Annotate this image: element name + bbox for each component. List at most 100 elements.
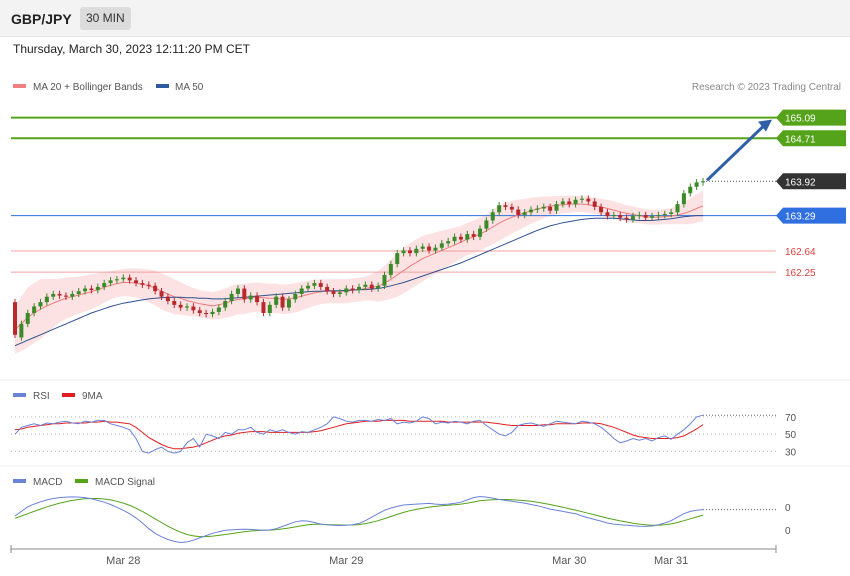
level-tag-163.92: [776, 173, 846, 190]
legend-swatch-macd-signal: [75, 479, 88, 483]
candle-body: [586, 198, 591, 202]
legend-swatch-ma20: [13, 84, 26, 88]
forecast-arrow-head: [758, 119, 772, 132]
candle-body: [178, 304, 183, 308]
rsi-tick-label: 50: [785, 430, 797, 441]
candle-body: [83, 288, 88, 292]
candle-body: [89, 288, 94, 291]
candle-body: [242, 288, 247, 300]
candle-body: [337, 292, 342, 294]
candle-body: [293, 293, 298, 300]
candle-body: [25, 313, 30, 324]
level-label-162.25: 162.25: [785, 268, 816, 279]
x-tick-label: Mar 28: [106, 555, 140, 567]
candle-body: [140, 283, 145, 285]
rsi-tick-label: 30: [785, 447, 797, 458]
candle-body: [185, 306, 189, 308]
candle-body: [197, 310, 202, 314]
candle-body: [446, 241, 451, 244]
rsi-panel: 70 50 30: [11, 413, 797, 458]
candle-body: [146, 284, 151, 286]
rsi-tick-label: 70: [785, 413, 797, 424]
level-tag-165.09: [776, 109, 846, 126]
candle-body: [656, 215, 661, 217]
ma20-line: [14, 203, 704, 330]
candle-body: [286, 299, 291, 308]
candle-body: [630, 216, 635, 220]
candle-body: [312, 283, 317, 286]
candle-body: [280, 296, 285, 308]
level-tag-163.29: [776, 207, 846, 224]
level-tag-164.71: [776, 130, 846, 147]
candle-body: [452, 236, 457, 242]
candle-body: [433, 247, 438, 251]
candle-body: [427, 246, 432, 251]
credit-text: Research © 2023 Trading Central: [692, 82, 841, 93]
symbol-title: GBP/JPY: [11, 11, 72, 27]
candle-body: [579, 198, 584, 200]
candle-body: [165, 296, 170, 302]
candle-body: [414, 248, 419, 254]
candle-body: [38, 302, 43, 307]
candle-body: [57, 293, 62, 296]
candle-body: [261, 302, 266, 314]
candle-body: [529, 209, 533, 213]
candle-body: [369, 284, 374, 289]
candle-body: [127, 277, 132, 281]
macd-tick-label: 0: [785, 503, 791, 514]
candle-body: [108, 280, 113, 284]
price-panel: 165.09 164.71 163.92 163.29 162.64 162.25: [11, 109, 846, 354]
candle-body: [599, 206, 604, 213]
candle-body: [76, 291, 81, 294]
candle-body: [535, 208, 540, 210]
candle-body: [554, 204, 559, 211]
candle-body: [216, 307, 221, 312]
candle-body: [159, 291, 164, 297]
candle-body: [306, 285, 311, 289]
candle-body: [121, 277, 126, 280]
candle-body: [13, 302, 17, 335]
candle-body: [70, 293, 75, 297]
candle-body: [401, 250, 406, 254]
macd-legend: MACD MACD Signal: [13, 477, 155, 488]
legend-label-ma50: MA 50: [175, 82, 204, 93]
candle-body: [465, 234, 470, 240]
timeframe-button[interactable]: 30 MIN: [80, 7, 131, 30]
candle-body: [382, 274, 387, 286]
candle-body: [618, 215, 623, 218]
candle-body: [439, 243, 444, 248]
candle-body: [102, 283, 107, 287]
candle-body: [153, 285, 158, 292]
legend-swatch-ma50: [156, 84, 169, 88]
candle-body: [357, 286, 361, 291]
candle-body: [605, 212, 610, 217]
forecast-arrow: [705, 124, 766, 182]
candle-body: [509, 206, 514, 210]
candle-body: [395, 253, 400, 265]
rsi-ma-line: [14, 419, 704, 450]
candle-body: [44, 296, 49, 303]
candle-body: [701, 181, 705, 183]
candle-body: [662, 213, 667, 216]
candle-body: [407, 250, 412, 254]
legend-swatch-rsi-ma: [62, 393, 75, 397]
candle-body: [637, 215, 642, 217]
candle-body: [694, 182, 699, 187]
candle-body: [51, 293, 56, 297]
macd-tick-label: 0: [785, 526, 791, 537]
candle-body: [388, 264, 393, 275]
candle-body: [681, 193, 686, 205]
candle-body: [248, 295, 253, 300]
candle-body: [376, 285, 381, 289]
candle-body: [63, 295, 68, 297]
candle-body: [299, 288, 304, 294]
candle-body: [204, 313, 209, 315]
rsi-line: [14, 414, 704, 454]
candle-body: [32, 306, 37, 314]
candle-body: [223, 301, 228, 308]
candle-body: [548, 206, 553, 211]
chart-datetime: Thursday, March 30, 2023 12:11:20 PM CET: [13, 42, 251, 56]
legend-swatch-rsi: [13, 393, 26, 397]
candle-body: [255, 295, 260, 303]
